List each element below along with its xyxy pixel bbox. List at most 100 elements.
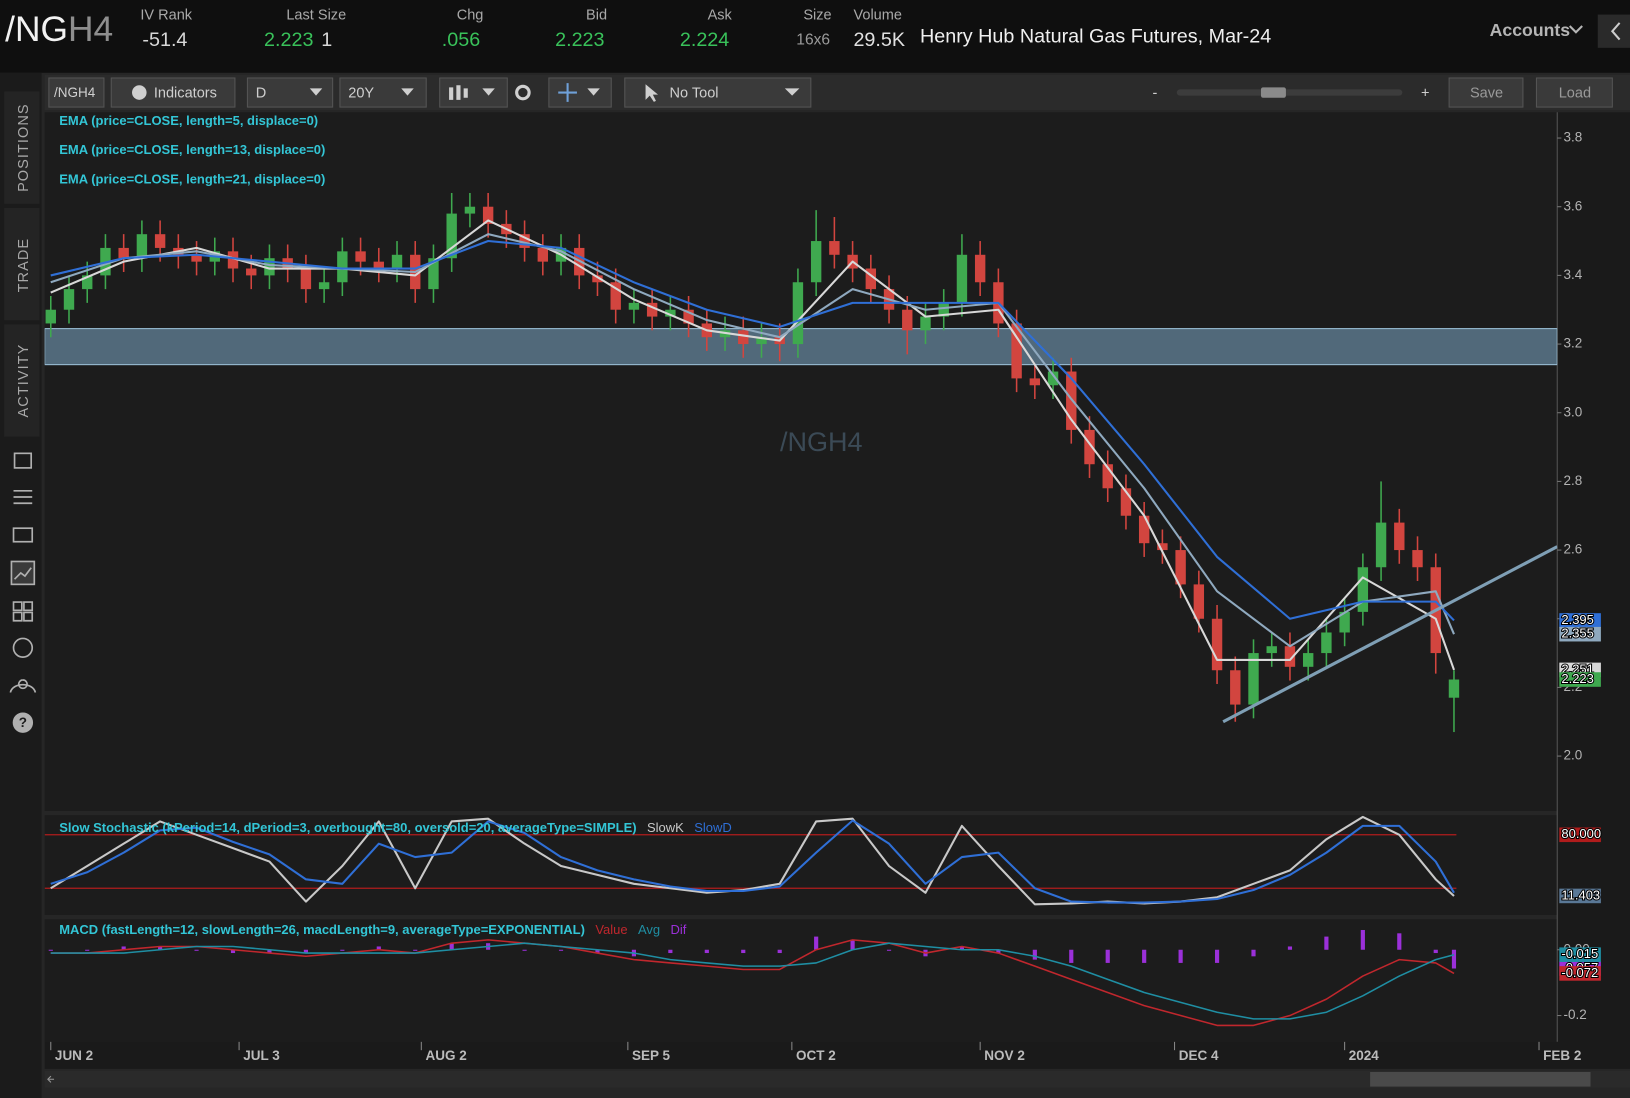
histogram-bar [777,949,782,954]
scrollbar[interactable] [44,1070,1630,1088]
symbol-input-text[interactable]: /NGH4 [54,85,96,100]
symbol-input[interactable] [48,77,105,108]
period-label[interactable]: 20Y [348,85,374,101]
y-tick-label: 2.6 [1563,542,1582,557]
histogram-bar [1251,949,1256,957]
histogram-bar [959,946,965,950]
candle-body [1066,371,1077,430]
quote-value: 29.5K [853,29,905,51]
candle-body [82,275,93,290]
candle-body [646,302,658,317]
icon[interactable] [9,679,37,693]
aggregation-label[interactable]: D [256,85,267,101]
load-label[interactable]: Load [1559,85,1591,101]
tab-label[interactable]: POSITIONS [16,103,32,192]
macd-tag-bg [1559,966,1601,981]
candle-body [355,251,366,262]
legend-entry: Avg [638,922,660,937]
tool-dropdown[interactable] [624,77,812,108]
x-tick-label: NOV 2 [984,1048,1025,1063]
price-plot: /NGH4 [44,192,1558,733]
y-tick-label: -0.2 [1563,1007,1586,1022]
candle-body [464,206,476,214]
price-panel [44,112,1558,812]
zoom-slider[interactable] [1176,89,1403,96]
candle-body [227,251,239,269]
candle-body [1084,429,1095,465]
candle-body [902,309,913,331]
icon[interactable] [13,567,32,580]
settings-icon[interactable] [515,84,531,101]
candle-body [428,258,439,290]
study-label: EMA (price=CLOSE, length=13, displace=0) [59,142,325,157]
y-tick-label: 3.2 [1563,336,1582,351]
icon[interactable] [12,601,34,622]
x-tick-label: DEC 4 [1179,1048,1219,1063]
ema-line [50,239,1455,622]
candle-body [1302,653,1314,667]
histogram-bar [595,949,600,954]
candle-body [264,258,275,276]
price-tag-bg [1559,672,1601,687]
indicators-button[interactable] [110,77,236,108]
candle-body [446,213,457,259]
indicators-label[interactable]: Indicators [154,85,217,101]
candle-body [920,316,931,331]
quote-value: 16x6 [796,32,830,49]
candle-body [1321,632,1332,654]
dropdown-arrow [587,88,600,96]
collapse-icon [1610,22,1621,41]
candle-body [519,234,530,248]
candle-body [938,302,949,317]
collapse-button[interactable] [1597,14,1630,48]
scrollbar-thumb[interactable] [1370,1072,1591,1087]
quote-value: 2.223 [555,29,604,51]
legend-entry: SlowD [694,820,732,835]
accounts-button[interactable]: Accounts [1490,20,1571,40]
candle-body [865,268,877,290]
sidebar-tab[interactable] [4,91,40,204]
icon[interactable] [13,452,33,469]
price-tag-bg [1559,613,1601,628]
period-dropdown[interactable] [339,77,427,108]
macd-line [50,942,1455,1020]
tab-label[interactable]: TRADE [16,238,32,293]
candle-body [45,309,56,324]
load-button[interactable] [1535,77,1613,108]
candle-body [1284,646,1296,667]
histogram-bar [850,939,855,950]
sidebar-tab[interactable] [4,207,40,321]
oscillator-tag: 11.403 [1561,887,1600,902]
save-label[interactable]: Save [1470,85,1503,101]
icon[interactable] [12,527,34,543]
scroll-left[interactable] [47,1075,55,1083]
icon[interactable] [10,560,36,586]
histogram-bar [1214,949,1220,963]
icon[interactable] [12,637,34,658]
histogram-bar [121,946,126,950]
zoom-in[interactable]: + [1421,85,1429,101]
histogram-bar [230,949,236,954]
histogram-bar [158,946,163,950]
candle-body [482,206,494,224]
candle-body [191,254,202,262]
zoom-out[interactable]: - [1153,85,1158,101]
quote-value: 2.224 [680,29,729,51]
tool-label[interactable]: No Tool [669,85,718,101]
save-button[interactable] [1448,77,1524,108]
zoom-thumb[interactable] [1260,87,1286,98]
x-tick-label: JUN 2 [55,1048,93,1063]
tab-label[interactable]: ACTIVITY [16,344,32,418]
histogram-bar [522,949,527,951]
icon[interactable] [13,489,33,505]
histogram-bar [449,943,454,950]
candle-body [610,282,621,310]
icon[interactable] [12,712,34,733]
quote-label: Volume [853,7,902,23]
quote-label: Ask [708,7,733,23]
histogram-bar [668,949,673,954]
cursor-icon [645,84,659,102]
sidebar-tab[interactable] [4,324,40,437]
accounts-arrow[interactable] [1568,25,1583,34]
